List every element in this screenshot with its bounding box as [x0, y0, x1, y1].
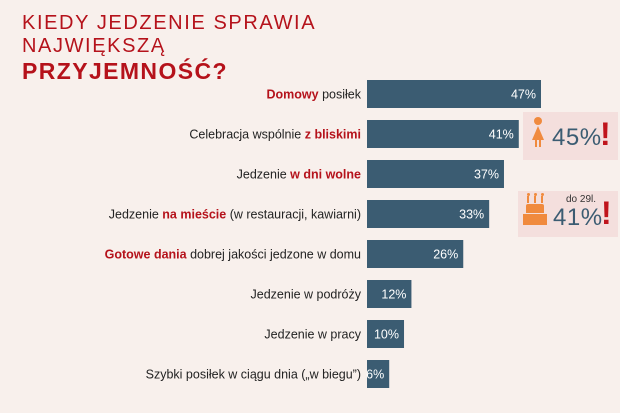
category-label-segment: z bliskimi	[305, 128, 361, 142]
bar-value-label: 47%	[511, 88, 536, 102]
bar-value-label: 41%	[489, 128, 514, 142]
woman-icon	[532, 117, 544, 147]
category-label-segment: (w restauracji, kawiarni)	[226, 208, 361, 222]
title-line-2: NAJWIĘKSZĄ	[22, 35, 166, 57]
bar-value-label: 33%	[459, 208, 484, 222]
exclamation-icon: !	[601, 195, 612, 231]
bar	[367, 160, 504, 188]
category-label-segment: Gotowe dania	[105, 248, 188, 262]
chart-title: KIEDY JEDZENIE SPRAWIA NAJWIĘKSZĄ PRZYJE…	[22, 12, 316, 84]
title-line-3: PRZYJEMNOŚĆ?	[22, 58, 228, 84]
category-label: Jedzenie na mieście (w restauracji, kawi…	[109, 208, 361, 222]
category-label: Domowy posiłek	[267, 88, 362, 102]
bar	[367, 240, 464, 268]
category-label-segment: na mieście	[162, 208, 226, 222]
bar-value-label: 26%	[433, 248, 458, 262]
category-label: Celebracja wspólnie z bliskimi	[189, 128, 361, 142]
bar-value-label: 12%	[381, 288, 406, 302]
category-label-segment: Celebracja wspólnie	[189, 128, 304, 142]
callout-young-value: 41%	[553, 204, 603, 231]
category-label-segment: posiłek	[319, 88, 362, 102]
title-line-1: KIEDY JEDZENIE SPRAWIA	[22, 12, 317, 34]
category-label-segment: Domowy	[267, 88, 319, 102]
bar	[367, 200, 490, 228]
category-label: Jedzenie w dni wolne	[237, 168, 361, 182]
callout-young-note: do 29l.	[566, 194, 597, 205]
category-label: Jedzenie w pracy	[264, 328, 361, 342]
category-label: Jedzenie w podróży	[251, 288, 362, 302]
category-label-segment: Szybki posiłek w ciągu dnia („w biegu”)	[146, 368, 361, 382]
category-label-segment: Jedzenie	[109, 208, 163, 222]
birthday-cake-icon	[522, 193, 548, 226]
bar	[367, 320, 405, 348]
bar-value-label: 37%	[474, 168, 499, 182]
category-label-segment: Jedzenie w pracy	[264, 328, 361, 342]
category-label-segment: dobrej jakości jedzone w domu	[187, 248, 361, 262]
bar	[367, 120, 519, 148]
callout-women-value: 45%	[552, 124, 602, 151]
bar-value-label: 10%	[374, 328, 399, 342]
category-label: Szybki posiłek w ciągu dnia („w biegu”)	[146, 368, 361, 382]
exclamation-icon: !	[600, 116, 611, 152]
category-label: Gotowe dania dobrej jakości jedzone w do…	[105, 248, 361, 262]
bar	[367, 360, 390, 388]
category-label-segment: w dni wolne	[289, 168, 361, 182]
category-label-segment: Jedzenie	[237, 168, 291, 182]
bar-value-label: 6%	[366, 368, 384, 382]
category-label-segment: Jedzenie w podróży	[251, 288, 362, 302]
bar	[367, 80, 541, 108]
bar	[367, 280, 412, 308]
